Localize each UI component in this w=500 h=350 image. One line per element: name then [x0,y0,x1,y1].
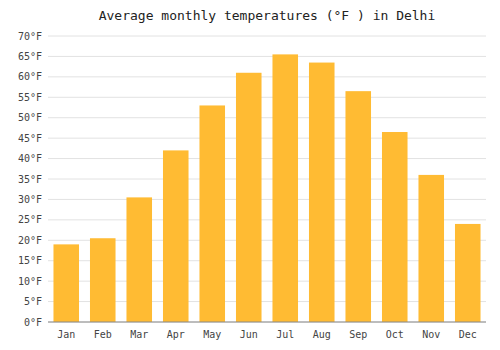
x-tick-label: May [203,329,221,340]
y-tick-label: 5°F [24,296,42,307]
x-tick-label: Jan [57,329,75,340]
y-tick-label: 0°F [24,317,42,328]
bar [199,105,225,322]
y-tick-label: 45°F [18,133,42,144]
bar [272,54,298,322]
grid-line [48,36,486,37]
y-tick-label: 70°F [18,31,42,42]
y-tick-label: 25°F [18,214,42,225]
y-tick-label: 60°F [18,71,42,82]
y-tick-label: 40°F [18,153,42,164]
bar [382,132,408,322]
grid-line [48,76,486,77]
title: Average monthly temperatures (°F ) in De… [99,8,436,23]
bar [418,175,444,322]
bars [53,54,480,322]
bar [53,244,79,322]
x-axis-line [48,322,486,323]
x-tick-label: Feb [94,329,112,340]
bar [126,197,152,322]
bar [309,63,335,322]
grid [48,36,486,322]
y-tick-label: 20°F [18,235,42,246]
x-tick-label: Mar [130,329,148,340]
x-tick-label: Apr [167,329,185,340]
grid-line [48,158,486,159]
x-tick-label: Jul [276,329,294,340]
grid-line [48,56,486,57]
bar [345,91,371,322]
grid-line [48,322,486,323]
y-tick-label: 55°F [18,92,42,103]
x-tick-label: Aug [313,329,331,340]
y-tick-label: 10°F [18,276,42,287]
x-tick-label: Nov [422,329,440,340]
bar [455,224,481,322]
bar [90,238,116,322]
chart: Average monthly temperatures (°F ) in De… [0,0,500,350]
y-tick-label: 50°F [18,112,42,123]
x-tick-label: Dec [459,329,477,340]
grid-line [48,97,486,98]
y-tick-label: 30°F [18,194,42,205]
y-tick-label: 65°F [18,51,42,62]
x-tick-label: Oct [386,329,404,340]
y-tick-label: 35°F [18,174,42,185]
bar [163,150,189,322]
y-tick-label: 15°F [18,255,42,266]
grid-line [48,117,486,118]
x-tick-label: Sep [349,329,367,340]
x-tick-label: Jun [240,329,258,340]
bar [236,73,262,322]
grid-line [48,138,486,139]
